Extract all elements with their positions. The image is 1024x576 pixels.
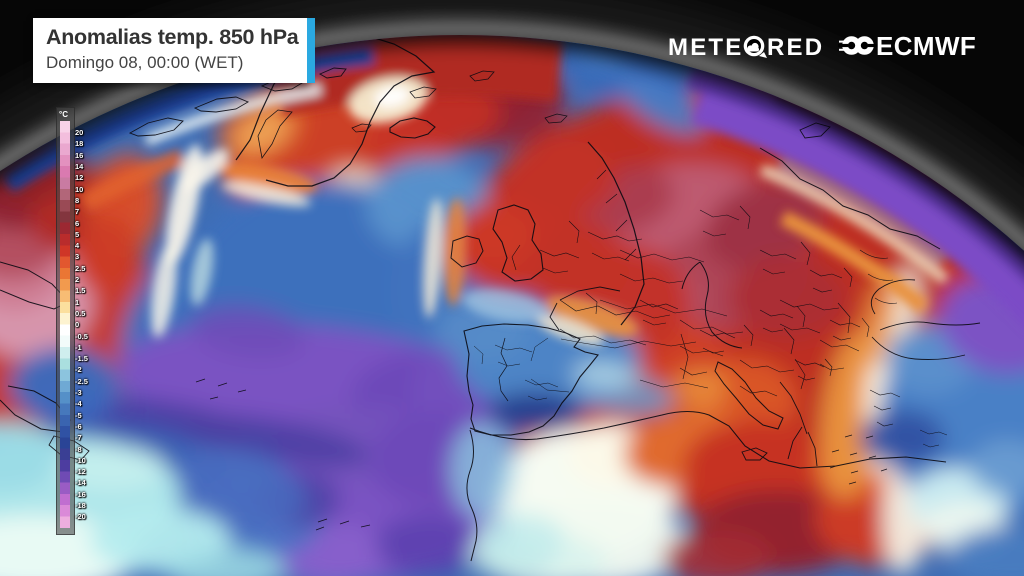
svg-text:RED: RED xyxy=(767,34,824,61)
svg-text:METE: METE xyxy=(668,34,743,61)
svg-text:ECMWF: ECMWF xyxy=(876,31,976,61)
